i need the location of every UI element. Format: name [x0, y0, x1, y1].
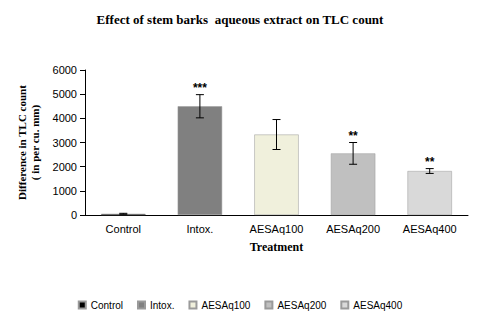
svg-text:6000: 6000 — [53, 64, 77, 76]
svg-text:Treatment: Treatment — [250, 240, 304, 254]
svg-text:Intox.: Intox. — [150, 300, 174, 311]
svg-text:AESAq200: AESAq200 — [277, 300, 326, 311]
svg-text:AESAq400: AESAq400 — [353, 300, 402, 311]
svg-text:***: *** — [193, 81, 207, 95]
svg-text:Control: Control — [91, 300, 123, 311]
svg-text:AESAq100: AESAq100 — [201, 300, 250, 311]
svg-text:4000: 4000 — [53, 112, 77, 124]
svg-text:0: 0 — [71, 209, 77, 221]
svg-text:Intox.: Intox. — [186, 223, 213, 235]
svg-text:AESAq400: AESAq400 — [403, 223, 457, 235]
svg-text:( in per cu. mm): ( in per cu. mm) — [29, 105, 42, 181]
svg-text:Control: Control — [106, 223, 141, 235]
svg-text:**: ** — [425, 155, 435, 169]
svg-text:2000: 2000 — [53, 161, 77, 173]
svg-text:3000: 3000 — [53, 137, 77, 149]
svg-text:AESAq200: AESAq200 — [326, 223, 380, 235]
svg-text:Effect of stem barks aqueous: Effect of stem barks aqueous extract on … — [97, 12, 384, 27]
svg-text:Difference in TLC count: Difference in TLC count — [16, 85, 28, 200]
svg-text:5000: 5000 — [53, 88, 77, 100]
svg-text:AESAq100: AESAq100 — [250, 223, 304, 235]
svg-text:1000: 1000 — [53, 185, 77, 197]
svg-text:**: ** — [348, 129, 358, 143]
